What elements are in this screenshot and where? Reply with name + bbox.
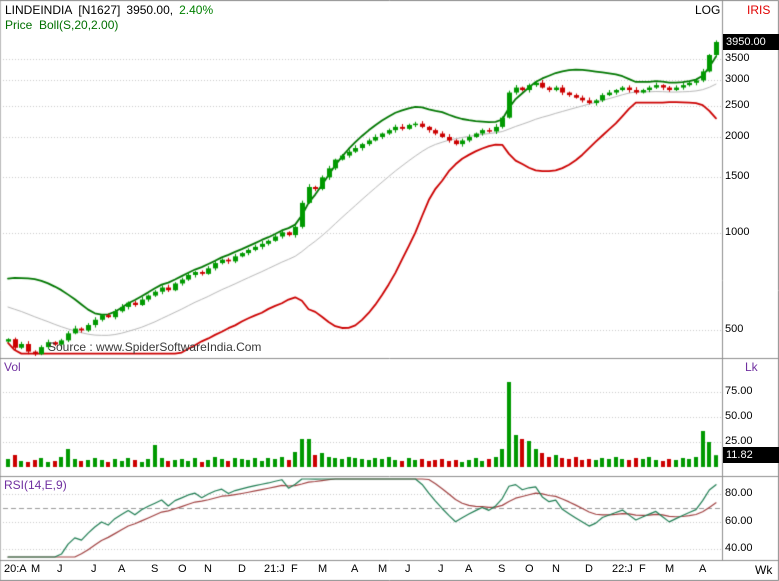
x-axis-month-label: J bbox=[91, 563, 97, 575]
x-axis-month-label: J bbox=[57, 563, 63, 575]
x-axis-month-label: J bbox=[438, 563, 444, 575]
log-scale-label: LOG bbox=[695, 3, 721, 17]
x-axis-month-label: M bbox=[665, 563, 675, 575]
x-axis-month-label: F bbox=[291, 563, 298, 575]
x-axis-month-label: A bbox=[118, 563, 126, 575]
price-axis-tick: 500 bbox=[725, 323, 744, 335]
x-axis-month-label: S bbox=[151, 563, 159, 575]
x-axis-month-label: J bbox=[405, 563, 411, 575]
x-axis-month-label: N bbox=[552, 563, 560, 575]
volume-axis-tick: 50.00 bbox=[725, 410, 753, 422]
volume-axis-tick: 75.00 bbox=[725, 385, 753, 397]
price-axis-tick: 3500 bbox=[725, 52, 750, 64]
x-axis-month-label: N bbox=[204, 563, 212, 575]
indicator-label: Price Boll(S,20,2.00) bbox=[5, 18, 119, 32]
x-axis-month-label: O bbox=[525, 563, 534, 575]
x-axis-month-label: A bbox=[699, 563, 707, 575]
x-axis-month-label: O bbox=[178, 563, 187, 575]
volume-unit-label: Lk bbox=[745, 360, 758, 374]
x-axis-month-label: A bbox=[351, 563, 359, 575]
x-axis-month-label: 22:J bbox=[612, 563, 633, 575]
price-axis-tick: 3000 bbox=[725, 73, 750, 85]
brand-label: IRIS bbox=[747, 3, 771, 17]
price-axis-tick: 1000 bbox=[725, 226, 750, 238]
change-percent: 2.40% bbox=[179, 3, 214, 17]
chart-header: LINDEINDIA [N1627] 3950.00, 2.40% bbox=[5, 3, 219, 17]
volume-axis-tick: 25.00 bbox=[725, 435, 753, 447]
rsi-pane-label: RSI(14,E,9) bbox=[4, 478, 67, 492]
x-axis-month-label: M bbox=[378, 563, 388, 575]
source-watermark: Source : www.SpiderSoftwareIndia.Com bbox=[48, 340, 262, 354]
price-axis-tick: 2500 bbox=[725, 99, 750, 111]
x-axis-month-label: A bbox=[465, 563, 473, 575]
rsi-axis-tick: 60.00 bbox=[725, 515, 753, 527]
last-price-marker: 3950.00 bbox=[723, 34, 779, 50]
volume-pane-label: Vol bbox=[4, 360, 21, 374]
x-axis-month-label: M bbox=[318, 563, 328, 575]
x-axis-month-label: 20:A bbox=[4, 563, 27, 575]
x-axis-month-label: S bbox=[498, 563, 506, 575]
x-axis-month-label: M bbox=[31, 563, 41, 575]
x-axis-month-label: 21:J bbox=[264, 563, 285, 575]
price-axis-tick: 1500 bbox=[725, 170, 750, 182]
x-axis-month-label: D bbox=[238, 563, 246, 575]
symbol-name: LINDEINDIA bbox=[5, 3, 73, 17]
rsi-axis-tick: 80.00 bbox=[725, 487, 753, 499]
last-price-text: 3950.00, bbox=[126, 3, 174, 17]
x-axis-month-label: F bbox=[639, 563, 646, 575]
timeframe-label: Wk bbox=[755, 563, 773, 577]
series-code: [N1627] bbox=[78, 3, 121, 17]
price-axis-tick: 2000 bbox=[725, 130, 750, 142]
rsi-axis-tick: 40.00 bbox=[725, 542, 753, 554]
x-axis-month-label: D bbox=[585, 563, 593, 575]
volume-last-marker: 11.82 bbox=[723, 447, 779, 463]
